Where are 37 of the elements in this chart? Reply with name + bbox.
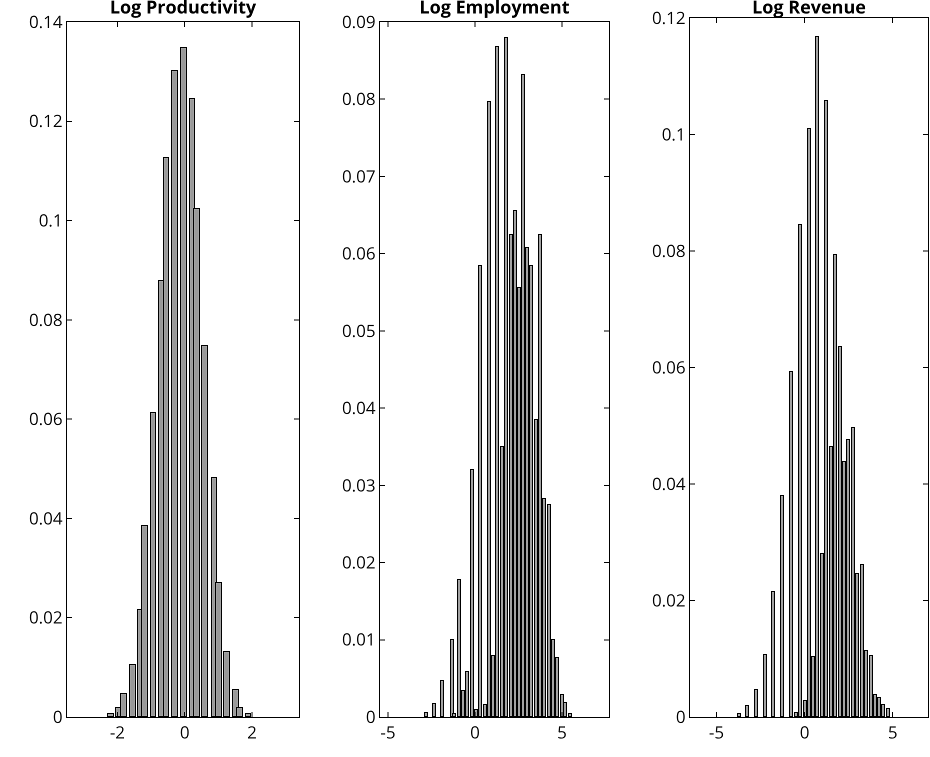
y-tick-label: 0.04 (28, 506, 63, 530)
y-tick-label: 0.14 (28, 10, 63, 33)
x-tick-label: 0 (180, 720, 190, 744)
x-tick-label: 5 (557, 720, 567, 744)
y-tick-label: 0.04 (652, 472, 686, 495)
x-tick-label: 0 (470, 720, 480, 744)
y-tick-label: 0.1 (662, 122, 686, 146)
y-tick-label: 0.04 (342, 396, 376, 420)
x-tick-label: 5 (888, 720, 898, 744)
x-tick-label: 2 (247, 720, 257, 744)
y-tick-label: 0.1 (38, 208, 63, 232)
y-tick-label: 0.08 (342, 87, 376, 110)
y-tick-label: 0.06 (342, 242, 376, 265)
chart-title: Log Employment (419, 0, 570, 20)
chart-title: Log Revenue (752, 0, 866, 20)
y-tick-label: 0.03 (342, 473, 376, 496)
y-tick-label: 0.02 (652, 588, 686, 612)
x-tick-label: 0 (800, 720, 810, 744)
x-tick-label: -5 (708, 720, 724, 744)
y-tick-label: 0.06 (652, 355, 686, 378)
y-tick-label: 0.12 (652, 6, 686, 29)
y-tick-label: 0 (366, 704, 376, 728)
y-tick-label: 0.01 (342, 628, 376, 651)
y-tick-label: 0.08 (28, 308, 63, 331)
x-tick-label: -2 (110, 720, 126, 744)
y-tick-label: 0.02 (342, 550, 376, 574)
y-tick-label: 0.06 (28, 407, 63, 430)
y-tick-label: 0.09 (342, 10, 376, 33)
y-tick-label: 0.12 (28, 109, 63, 132)
y-tick-label: 0.05 (342, 318, 376, 342)
y-tick-label: 0.02 (28, 606, 63, 629)
y-tick-label: 0 (676, 704, 686, 728)
y-tick-label: 0.08 (652, 238, 686, 262)
y-tick-label: 0.07 (342, 164, 376, 188)
x-tick-label: -5 (380, 720, 396, 744)
chart-title: Log Productivity (110, 0, 257, 20)
y-tick-label: 0 (52, 704, 63, 728)
